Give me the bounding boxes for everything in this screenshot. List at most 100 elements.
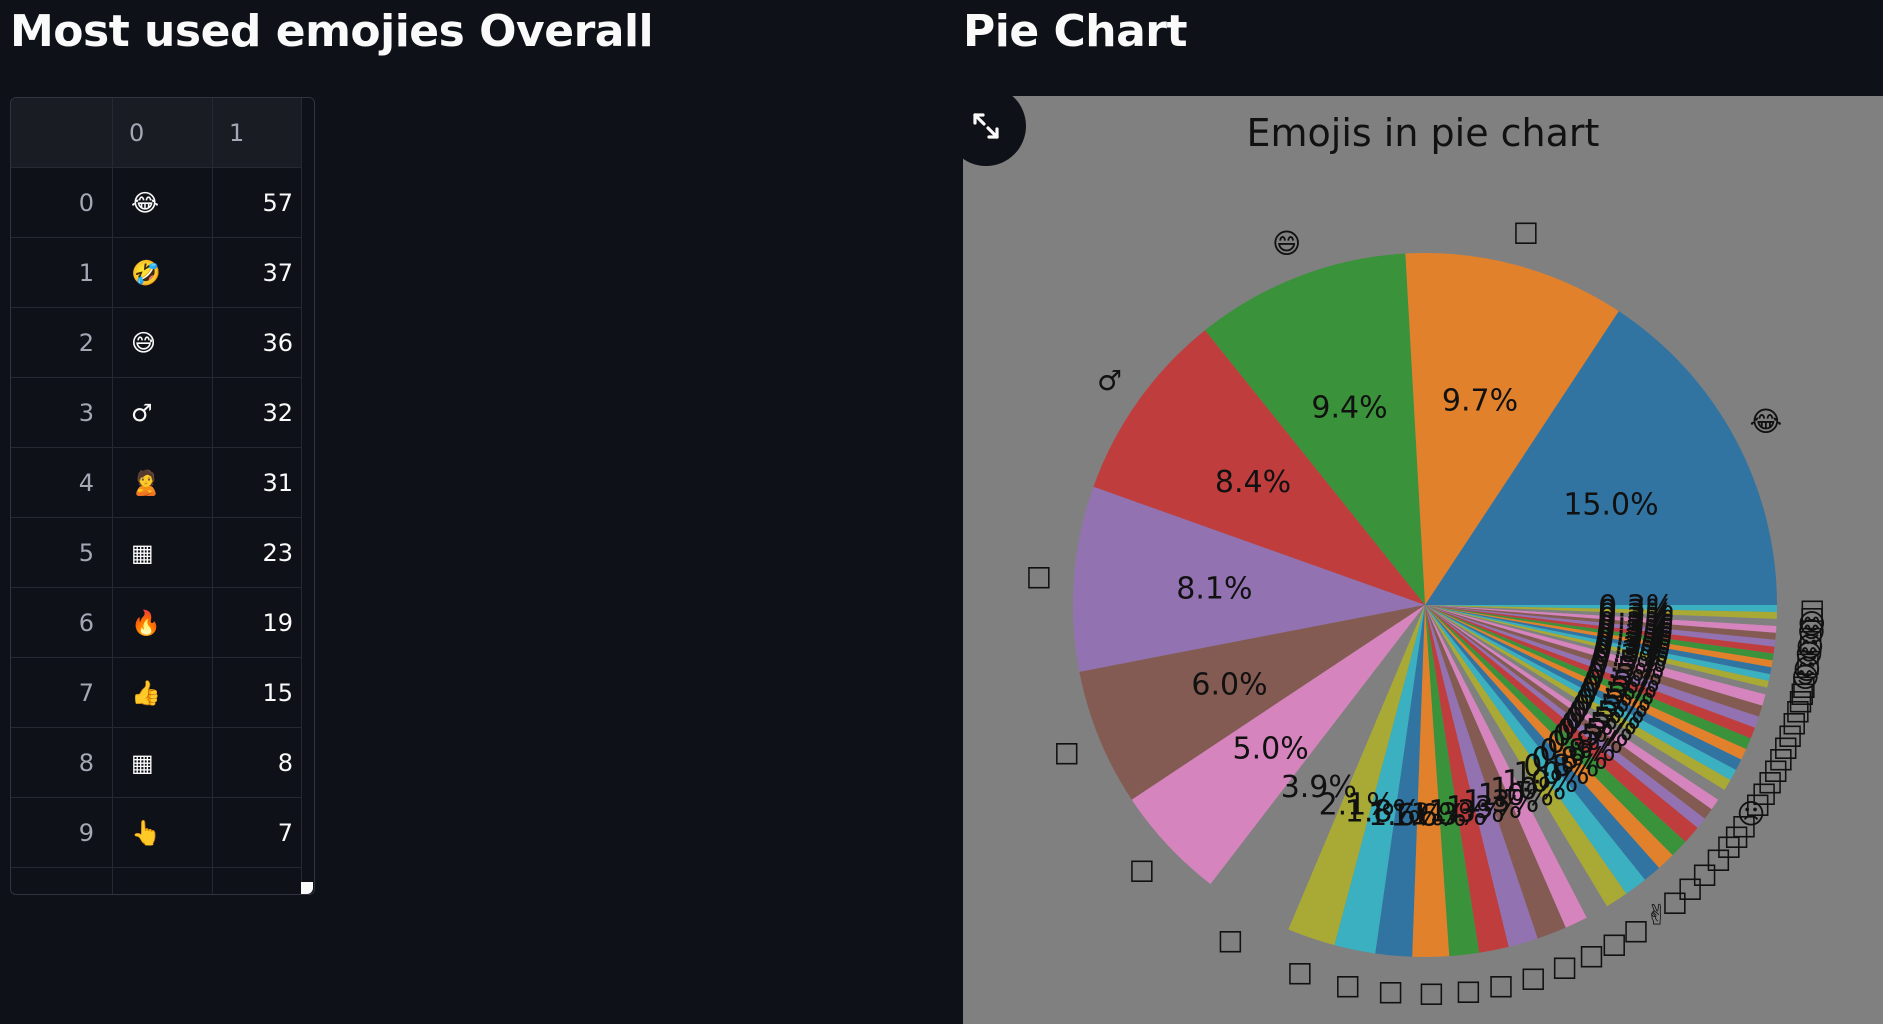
slice-percent-label: 9.4%: [1311, 390, 1387, 425]
emoji-cell[interactable]: ♂: [113, 378, 213, 448]
slice-emoji-label: □: [1781, 705, 1807, 738]
slice-emoji-label: □: [1799, 592, 1825, 625]
slice-emoji-label: □: [1785, 693, 1811, 726]
fullscreen-button[interactable]: [946, 86, 1026, 166]
slice-percent-label: 0.3%: [1598, 598, 1674, 633]
pie-slice: [1079, 605, 1425, 800]
pie-slice: [1425, 605, 1673, 868]
emoji-cell[interactable]: 🔥: [113, 588, 213, 658]
slice-emoji-label: □: [1716, 829, 1742, 862]
row-index[interactable]: 9: [11, 798, 113, 868]
row-index[interactable]: 1: [11, 238, 113, 308]
pie-slice: [1425, 605, 1774, 661]
dataframe-resize-handle[interactable]: [301, 882, 313, 894]
slice-emoji-label: □: [1601, 926, 1627, 959]
pie-slice: [1425, 605, 1777, 633]
table-row[interactable]: 0 😂 57: [11, 168, 302, 238]
emoji-cell[interactable]: 🙎: [113, 448, 213, 518]
pie-slice: [1425, 605, 1686, 856]
table-header-col-0[interactable]: 0: [113, 98, 213, 168]
slice-emoji-label: 😂: [1750, 405, 1783, 438]
table-row[interactable]: 9 👆 7: [11, 798, 302, 868]
table-header-col-1[interactable]: 1: [213, 98, 302, 168]
row-index[interactable]: 6: [11, 588, 113, 658]
row-index[interactable]: 3: [11, 378, 113, 448]
slice-percent-label: 0.5%: [1565, 701, 1641, 736]
pie-slice: [1425, 605, 1712, 819]
slice-percent-label: 15.0%: [1563, 487, 1658, 522]
row-index[interactable]: 2: [11, 308, 113, 378]
row-index[interactable]: 5: [11, 518, 113, 588]
emoji-cell[interactable]: ▦: [113, 728, 213, 798]
count-cell[interactable]: 37: [213, 238, 302, 308]
slice-emoji-label: ♂: [1097, 364, 1122, 397]
count-cell[interactable]: 31: [213, 448, 302, 518]
pie-slice: [1425, 605, 1698, 842]
table-row-partial: [11, 868, 302, 894]
slice-percent-label: 8.4%: [1215, 465, 1291, 500]
slice-emoji-label: □: [1757, 764, 1783, 797]
slice-emoji-label: □: [1768, 741, 1794, 774]
pie-slice: [1425, 605, 1538, 947]
emoji-cell[interactable]: 😂: [113, 168, 213, 238]
table-row[interactable]: 4 🙎 31: [11, 448, 302, 518]
pie-slice: [1425, 605, 1660, 880]
slice-emoji-label: □: [1513, 215, 1539, 248]
slice-percent-label: 1.6%: [1390, 799, 1466, 834]
row-index[interactable]: 4: [11, 448, 113, 518]
slice-percent-label: 0.8%: [1547, 725, 1623, 760]
slice-percent-label: 0.3%: [1597, 610, 1673, 645]
count-cell[interactable]: 8: [213, 728, 302, 798]
pie-slice: [1425, 605, 1725, 800]
emoji-dataframe[interactable]: 0 1 0 😂 57 1 🤣 37 2 😅 36 3 ♂ 32 4 🙎 31 5 ▦ 23 6 🔥 19 7 👍 15 8 ▦ 8 9…: [10, 97, 315, 895]
table-row[interactable]: 6 🔥 19: [11, 588, 302, 658]
pie-slice: [1072, 486, 1425, 672]
row-index[interactable]: 0: [11, 168, 113, 238]
table-header-index[interactable]: [11, 98, 113, 168]
slice-emoji-label: 😊: [1797, 615, 1826, 648]
emoji-cell[interactable]: 🤣: [113, 238, 213, 308]
table-row[interactable]: 1 🤣 37: [11, 238, 302, 308]
slice-percent-label: 1.3%: [1410, 797, 1486, 832]
count-cell[interactable]: 7: [213, 798, 302, 868]
slice-percent-label: 0.3%: [1598, 602, 1674, 637]
pie-slice: [1131, 605, 1425, 885]
slice-percent-label: 0.5%: [1572, 690, 1648, 725]
slice-emoji-label: □: [1799, 600, 1825, 633]
row-index[interactable]: 8: [11, 728, 113, 798]
count-cell[interactable]: 32: [213, 378, 302, 448]
pie-slice: [1425, 605, 1769, 688]
count-cell[interactable]: 36: [213, 308, 302, 378]
count-cell[interactable]: 19: [213, 588, 302, 658]
count-cell[interactable]: 15: [213, 658, 302, 728]
table-row[interactable]: 5 ▦ 23: [11, 518, 302, 588]
slice-percent-label: 0.3%: [1597, 606, 1673, 641]
slice-percent-label: 0.5%: [1575, 683, 1651, 718]
slice-emoji-label: □: [1751, 775, 1777, 808]
slice-percent-label: 0.8%: [1539, 734, 1615, 769]
table-row[interactable]: 8 ▦ 8: [11, 728, 302, 798]
emoji-cell[interactable]: 😅: [113, 308, 213, 378]
emoji-cell[interactable]: 👍: [113, 658, 213, 728]
count-cell[interactable]: 57: [213, 168, 302, 238]
table-row[interactable]: 7 👍 15: [11, 658, 302, 728]
slice-percent-label: 0.5%: [1584, 664, 1660, 699]
pie-slice: [1425, 605, 1627, 907]
emoji-cell[interactable]: 👆: [113, 798, 213, 868]
pie-slice: [1288, 605, 1425, 946]
pie-slice: [1425, 605, 1587, 928]
slice-emoji-label: □: [1791, 668, 1817, 701]
table-row[interactable]: 2 😅 36: [11, 308, 302, 378]
pie-slice: [1334, 605, 1425, 954]
slice-emoji-label: □: [1677, 871, 1703, 904]
pie-slice: [1425, 605, 1731, 790]
slice-percent-label: 0.3%: [1596, 619, 1672, 654]
emoji-cell[interactable]: ▦: [113, 518, 213, 588]
table-row[interactable]: 3 ♂ 32: [11, 378, 302, 448]
slice-percent-label: 1.8%: [1345, 795, 1421, 830]
count-cell[interactable]: 23: [213, 518, 302, 588]
slice-emoji-label: □: [1691, 856, 1717, 889]
row-index[interactable]: 7: [11, 658, 113, 728]
slice-emoji-label: □: [1455, 973, 1481, 1006]
slice-percent-label: 0.5%: [1586, 658, 1662, 693]
